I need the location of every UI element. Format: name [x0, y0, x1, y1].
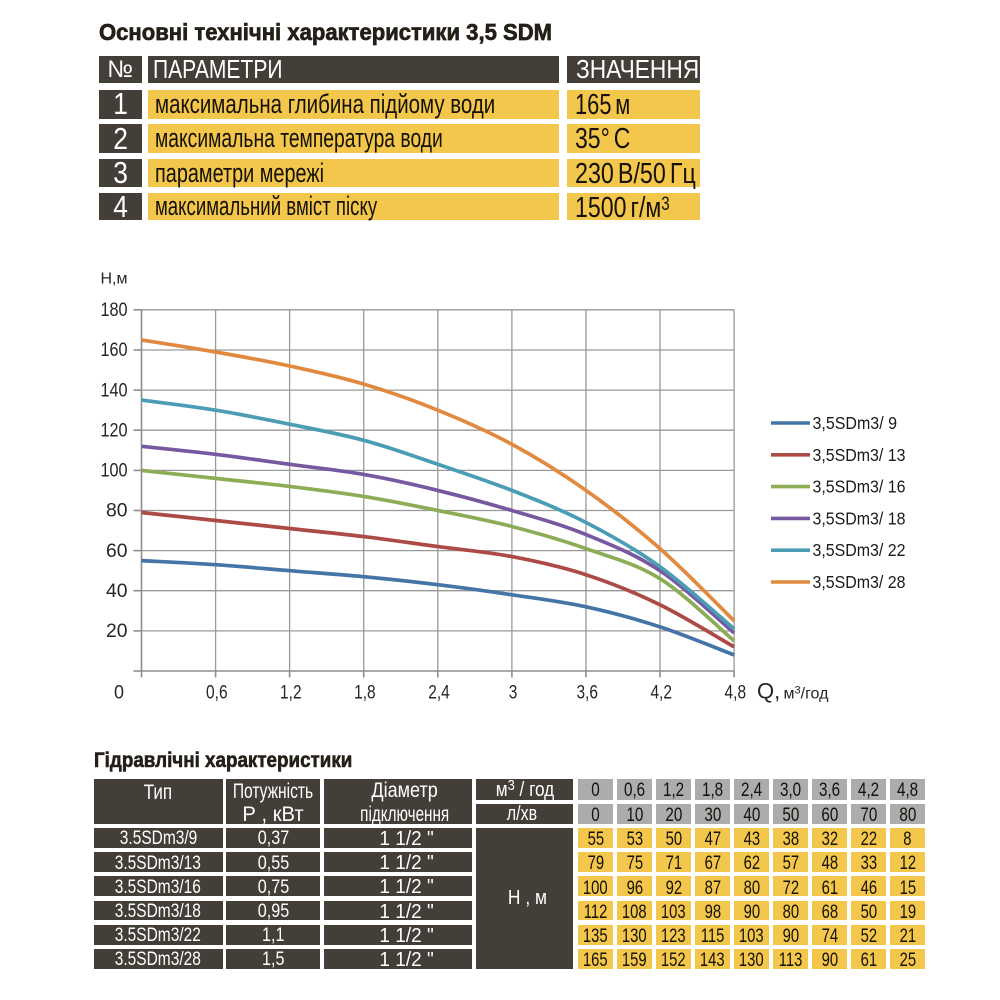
svg-text:2,4: 2,4 [428, 683, 450, 704]
svg-text:40: 40 [106, 581, 128, 602]
svg-text:3,5SDm3/ 28: 3,5SDm3/ 28 [813, 572, 906, 592]
svg-text:1,2: 1,2 [280, 683, 302, 704]
svg-text:3,5SDm3/ 16: 3,5SDm3/ 16 [813, 477, 906, 497]
svg-text:160: 160 [101, 340, 128, 361]
svg-text:100: 100 [101, 461, 128, 482]
svg-text:Q,: Q, [757, 679, 780, 704]
svg-text:3,5SDm3/ 22: 3,5SDm3/ 22 [813, 540, 906, 560]
svg-text:4,2: 4,2 [650, 683, 672, 704]
svg-text:3,5SDm3/ 18: 3,5SDm3/ 18 [813, 508, 906, 528]
svg-text:120: 120 [101, 420, 128, 441]
svg-text:3,5SDm3/ 13: 3,5SDm3/ 13 [813, 445, 906, 465]
svg-text:1,8: 1,8 [354, 683, 376, 704]
svg-text:Н,м: Н,м [101, 271, 128, 288]
svg-text:20: 20 [106, 621, 128, 642]
svg-text:180: 180 [101, 300, 128, 321]
svg-text:0: 0 [114, 683, 124, 704]
svg-text:0,6: 0,6 [206, 683, 228, 704]
svg-text:3,5SDm3/ 9: 3,5SDm3/ 9 [813, 413, 898, 433]
svg-text:3: 3 [509, 683, 518, 704]
svg-text:80: 80 [106, 501, 128, 522]
svg-text:3,6: 3,6 [576, 683, 598, 704]
svg-text:4,8: 4,8 [725, 683, 747, 704]
svg-text:м3/год: м3/год [784, 685, 830, 703]
svg-text:60: 60 [106, 541, 128, 562]
svg-text:140: 140 [101, 380, 128, 401]
